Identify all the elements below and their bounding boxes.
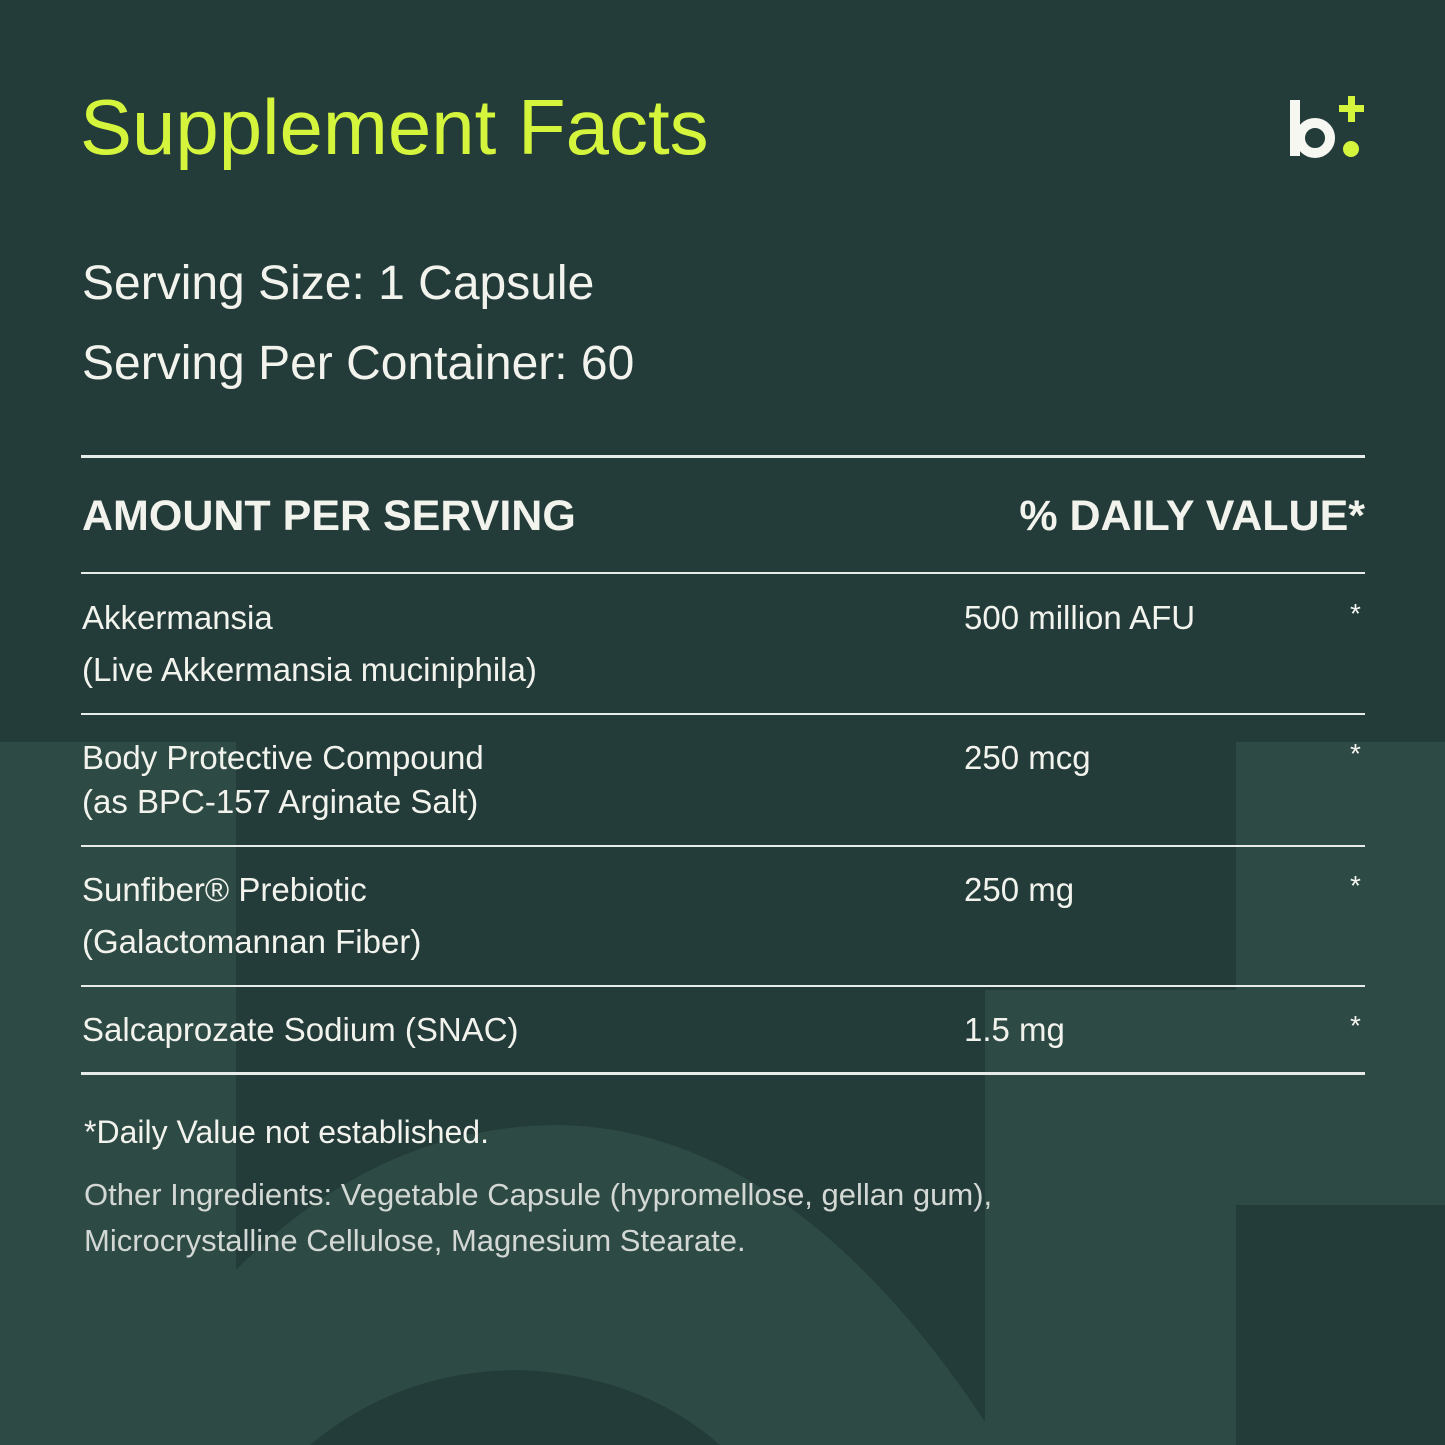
divider xyxy=(81,985,1365,987)
page-title: Supplement Facts xyxy=(80,83,709,171)
divider xyxy=(81,845,1365,847)
footnote: *Daily Value not established. xyxy=(84,1114,489,1150)
ingredient-amount: 250 mcg xyxy=(964,739,1091,776)
watermark-left-band xyxy=(0,742,236,1445)
ingredient-name: Salcaprozate Sodium (SNAC) xyxy=(82,1011,519,1048)
divider xyxy=(81,572,1365,574)
ingredient-dv: * xyxy=(1350,738,1361,769)
header-daily-value: % DAILY VALUE* xyxy=(1019,492,1365,540)
ingredient-sub: (Galactomannan Fiber) xyxy=(82,923,422,960)
ingredient-dv: * xyxy=(1350,598,1361,629)
ingredient-sub: (Live Akkermansia muciniphila) xyxy=(82,651,537,688)
other-ingredients: Other Ingredients: Vegetable Capsule (hy… xyxy=(84,1172,992,1264)
other-ingredients-line: Microcrystalline Cellulose, Magnesium St… xyxy=(84,1223,746,1258)
ingredient-name: Body Protective Compound xyxy=(82,739,484,776)
other-ingredients-line: Other Ingredients: Vegetable Capsule (hy… xyxy=(84,1177,993,1212)
ingredient-dv: * xyxy=(1350,1010,1361,1041)
divider xyxy=(81,713,1365,715)
ingredient-sub: (as BPC-157 Arginate Salt) xyxy=(82,783,479,820)
ingredient-amount: 500 million AFU xyxy=(964,599,1196,636)
servings-per-container: Serving Per Container: 60 xyxy=(82,337,635,390)
divider xyxy=(81,1072,1365,1075)
ingredient-name: Akkermansia xyxy=(82,599,273,636)
serving-size: Serving Size: 1 Capsule xyxy=(82,257,595,310)
header-amount-per-serving: AMOUNT PER SERVING xyxy=(82,492,576,540)
ingredient-dv: * xyxy=(1350,870,1361,901)
watermark-counter xyxy=(310,1370,720,1445)
ingredient-amount: 250 mg xyxy=(964,871,1075,908)
divider xyxy=(81,455,1365,458)
watermark-right-band xyxy=(1236,742,1445,1205)
ingredient-amount: 1.5 mg xyxy=(964,1011,1065,1048)
watermark-plus-column xyxy=(985,990,1236,1445)
brand-logo xyxy=(1290,96,1364,158)
watermark-bowl xyxy=(236,1125,1000,1445)
ingredient-name: Sunfiber® Prebiotic xyxy=(82,871,367,908)
